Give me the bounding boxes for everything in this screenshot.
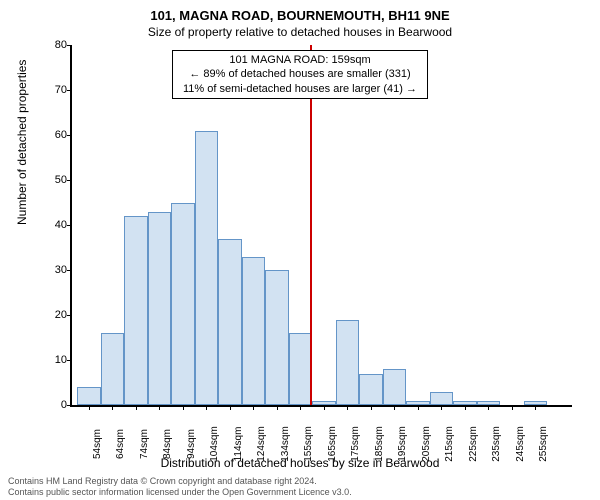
histogram-bar xyxy=(289,333,313,405)
y-tick-mark xyxy=(67,270,72,271)
x-tick-mark xyxy=(89,405,90,410)
x-tick-mark xyxy=(300,405,301,410)
x-tick-mark xyxy=(136,405,137,410)
x-tick-label: 84sqm xyxy=(162,429,173,459)
histogram-bar xyxy=(430,392,454,406)
x-tick-mark xyxy=(159,405,160,410)
x-tick-mark xyxy=(441,405,442,410)
histogram-bar xyxy=(148,212,172,406)
footer-attribution: Contains HM Land Registry data © Crown c… xyxy=(8,476,352,498)
histogram-bar xyxy=(101,333,125,405)
x-tick-label: 94sqm xyxy=(186,429,197,459)
reference-line xyxy=(310,45,312,405)
x-tick-mark xyxy=(418,405,419,410)
title-sub: Size of property relative to detached ho… xyxy=(0,23,600,39)
x-tick-mark xyxy=(394,405,395,410)
histogram-bar xyxy=(242,257,266,406)
y-tick-label: 80 xyxy=(37,39,67,51)
footer-line-2: Contains public sector information licen… xyxy=(8,487,352,498)
y-axis-label: Number of detached properties xyxy=(15,60,29,225)
info-line-3: 11% of semi-detached houses are larger (… xyxy=(183,82,417,96)
x-tick-mark xyxy=(230,405,231,410)
y-tick-mark xyxy=(67,405,72,406)
y-tick-label: 60 xyxy=(37,129,67,141)
plot-region: 0102030405060708054sqm64sqm74sqm84sqm94s… xyxy=(70,45,572,407)
y-tick-label: 10 xyxy=(37,354,67,366)
x-tick-mark xyxy=(277,405,278,410)
y-tick-label: 50 xyxy=(37,174,67,186)
x-tick-mark xyxy=(324,405,325,410)
histogram-bar xyxy=(171,203,195,406)
x-tick-label: 74sqm xyxy=(139,429,150,459)
x-tick-mark xyxy=(183,405,184,410)
x-tick-mark xyxy=(512,405,513,410)
histogram-bar xyxy=(336,320,360,406)
y-tick-mark xyxy=(67,360,72,361)
chart-container: 101, MAGNA ROAD, BOURNEMOUTH, BH11 9NE S… xyxy=(0,0,600,500)
y-tick-mark xyxy=(67,180,72,181)
x-tick-label: 64sqm xyxy=(115,429,126,459)
histogram-bar xyxy=(359,374,383,406)
histogram-bar xyxy=(265,270,289,405)
x-tick-mark xyxy=(206,405,207,410)
x-tick-mark xyxy=(465,405,466,410)
histogram-bar xyxy=(124,216,148,405)
info-line-1: 101 MAGNA ROAD: 159sqm xyxy=(183,53,417,67)
y-tick-label: 0 xyxy=(37,399,67,411)
y-tick-mark xyxy=(67,90,72,91)
footer-line-1: Contains HM Land Registry data © Crown c… xyxy=(8,476,352,487)
x-tick-mark xyxy=(347,405,348,410)
info-box: 101 MAGNA ROAD: 159sqm ← 89% of detached… xyxy=(172,50,428,99)
title-main: 101, MAGNA ROAD, BOURNEMOUTH, BH11 9NE xyxy=(0,0,600,23)
x-tick-mark xyxy=(112,405,113,410)
histogram-bar xyxy=(77,387,101,405)
x-tick-mark xyxy=(253,405,254,410)
info-line-2: ← 89% of detached houses are smaller (33… xyxy=(183,67,417,81)
x-tick-mark xyxy=(535,405,536,410)
x-tick-mark xyxy=(488,405,489,410)
histogram-bar xyxy=(383,369,407,405)
x-tick-label: 54sqm xyxy=(92,429,103,459)
x-tick-mark xyxy=(371,405,372,410)
histogram-bar xyxy=(218,239,242,406)
y-tick-label: 70 xyxy=(37,84,67,96)
y-tick-label: 30 xyxy=(37,264,67,276)
y-tick-mark xyxy=(67,315,72,316)
y-tick-label: 20 xyxy=(37,309,67,321)
x-axis-label: Distribution of detached houses by size … xyxy=(0,456,600,470)
histogram-bar xyxy=(195,131,219,406)
y-tick-label: 40 xyxy=(37,219,67,231)
chart-area: 0102030405060708054sqm64sqm74sqm84sqm94s… xyxy=(70,45,570,405)
y-tick-mark xyxy=(67,135,72,136)
y-tick-mark xyxy=(67,225,72,226)
y-tick-mark xyxy=(67,45,72,46)
